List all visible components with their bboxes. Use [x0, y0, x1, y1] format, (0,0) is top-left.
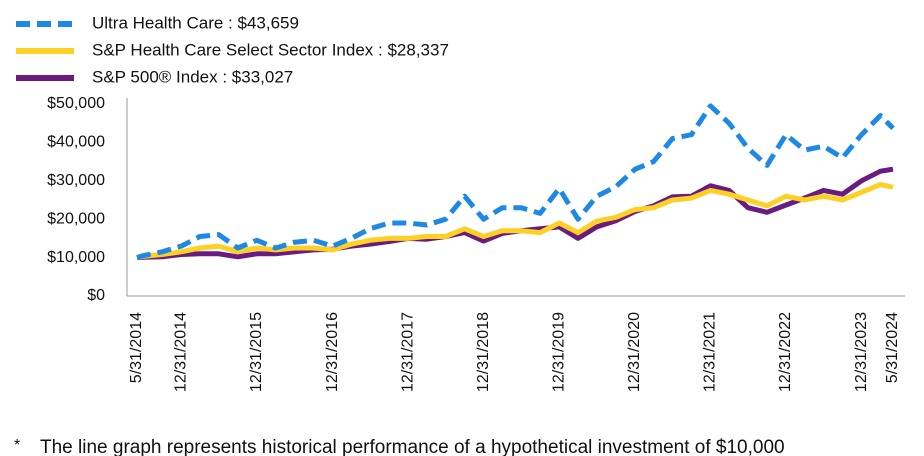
legend-label: Ultra Health Care : $43,659: [92, 13, 299, 32]
x-tick-label: 12/31/2020: [626, 312, 643, 392]
series-line: [136, 166, 894, 261]
y-tick-label: $20,000: [47, 210, 105, 227]
x-tick-label: 12/31/2018: [475, 312, 492, 392]
x-tick-label: 5/31/2024: [884, 312, 901, 383]
x-tick-label: 12/31/2017: [399, 312, 416, 392]
x-tick-label: 12/31/2023: [853, 312, 870, 392]
y-tick-label: $40,000: [47, 134, 105, 151]
series-line: [136, 103, 895, 260]
x-tick-label: 12/31/2014: [173, 312, 190, 392]
x-tick-label: 12/31/2022: [777, 312, 794, 392]
footnote: The line graph represents historical per…: [40, 437, 785, 456]
legend-label: S&P 500® Index : $33,027: [92, 67, 293, 86]
y-tick-label: $0: [87, 287, 105, 304]
footnote-marker: *: [14, 437, 20, 454]
x-tick-label: 5/31/2014: [128, 312, 145, 383]
x-tick-label: 12/31/2021: [702, 312, 719, 392]
y-tick-label: $50,000: [47, 95, 105, 112]
x-tick-label: 12/31/2015: [248, 312, 265, 392]
x-tick-label: 12/31/2016: [324, 312, 341, 392]
x-tick-label: 12/31/2019: [550, 312, 567, 392]
y-tick-label: $30,000: [47, 172, 105, 189]
series-line: [136, 182, 894, 261]
y-tick-label: $10,000: [47, 249, 105, 266]
legend-label: S&P Health Care Select Sector Index : $2…: [92, 40, 449, 59]
